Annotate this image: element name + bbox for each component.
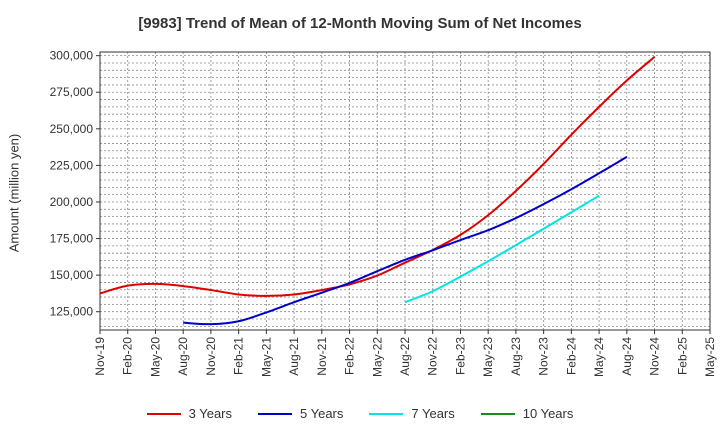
x-tick-label: Nov-20: [204, 337, 218, 376]
y-tick-label: 125,000: [50, 305, 94, 319]
series-line-3: [404, 194, 600, 304]
x-tick-label: Aug-21: [287, 337, 301, 376]
legend-label: 5 Years: [300, 406, 344, 421]
x-tick-label: Feb-20: [121, 337, 135, 375]
x-tick-label: Nov-21: [315, 337, 329, 376]
x-tick-label: May-22: [370, 337, 384, 377]
series-line-2: [183, 156, 628, 326]
x-tick-label: Feb-23: [453, 337, 467, 375]
x-tick-label: May-25: [703, 337, 717, 377]
x-tick-label: Nov-24: [648, 337, 662, 376]
y-tick-label: 175,000: [50, 232, 94, 246]
legend-swatch: [146, 412, 181, 415]
y-tick-label: 200,000: [50, 195, 94, 209]
legend-item: 7 Years: [369, 406, 455, 421]
legend-item: 10 Years: [480, 406, 574, 421]
legend-label: 10 Years: [522, 406, 574, 421]
x-tick-label: May-23: [481, 337, 495, 377]
legend-label: 7 Years: [411, 406, 455, 421]
x-tick-label: Nov-23: [537, 337, 551, 376]
legend-swatch: [480, 412, 515, 415]
y-tick-label: 150,000: [50, 268, 94, 282]
legend-swatch: [258, 412, 292, 415]
x-tick-label: Aug-22: [398, 337, 412, 376]
y-tick-label: 250,000: [50, 122, 94, 136]
x-tick-label: May-21: [259, 337, 273, 377]
x-tick-label: Aug-23: [509, 337, 523, 376]
y-tick-label: 275,000: [50, 85, 94, 99]
legend-swatch: [369, 412, 404, 415]
x-tick-label: May-24: [592, 337, 606, 377]
x-tick-label: Aug-20: [176, 337, 190, 376]
y-tick-label: 225,000: [50, 158, 94, 172]
x-tick-label: Feb-21: [232, 337, 246, 375]
x-tick-label: Feb-22: [343, 337, 357, 375]
series-line-1: [99, 56, 656, 297]
x-tick-label: Feb-24: [564, 337, 578, 375]
x-tick-label: Nov-19: [93, 337, 107, 376]
chart-title: [9983] Trend of Mean of 12-Month Moving …: [138, 15, 582, 32]
chart-legend: 3 Years 5 Years 7 Years 10 Years: [0, 406, 720, 421]
legend-label: 3 Years: [188, 406, 232, 421]
y-tick-label: 300,000: [50, 49, 94, 63]
x-tick-label: Nov-22: [426, 337, 440, 376]
legend-item: 5 Years: [258, 406, 343, 421]
legend-item: 3 Years: [146, 406, 232, 421]
x-tick-label: May-20: [148, 337, 162, 377]
x-tick-label: Aug-24: [620, 337, 634, 376]
x-tick-label: Feb-25: [675, 337, 689, 375]
